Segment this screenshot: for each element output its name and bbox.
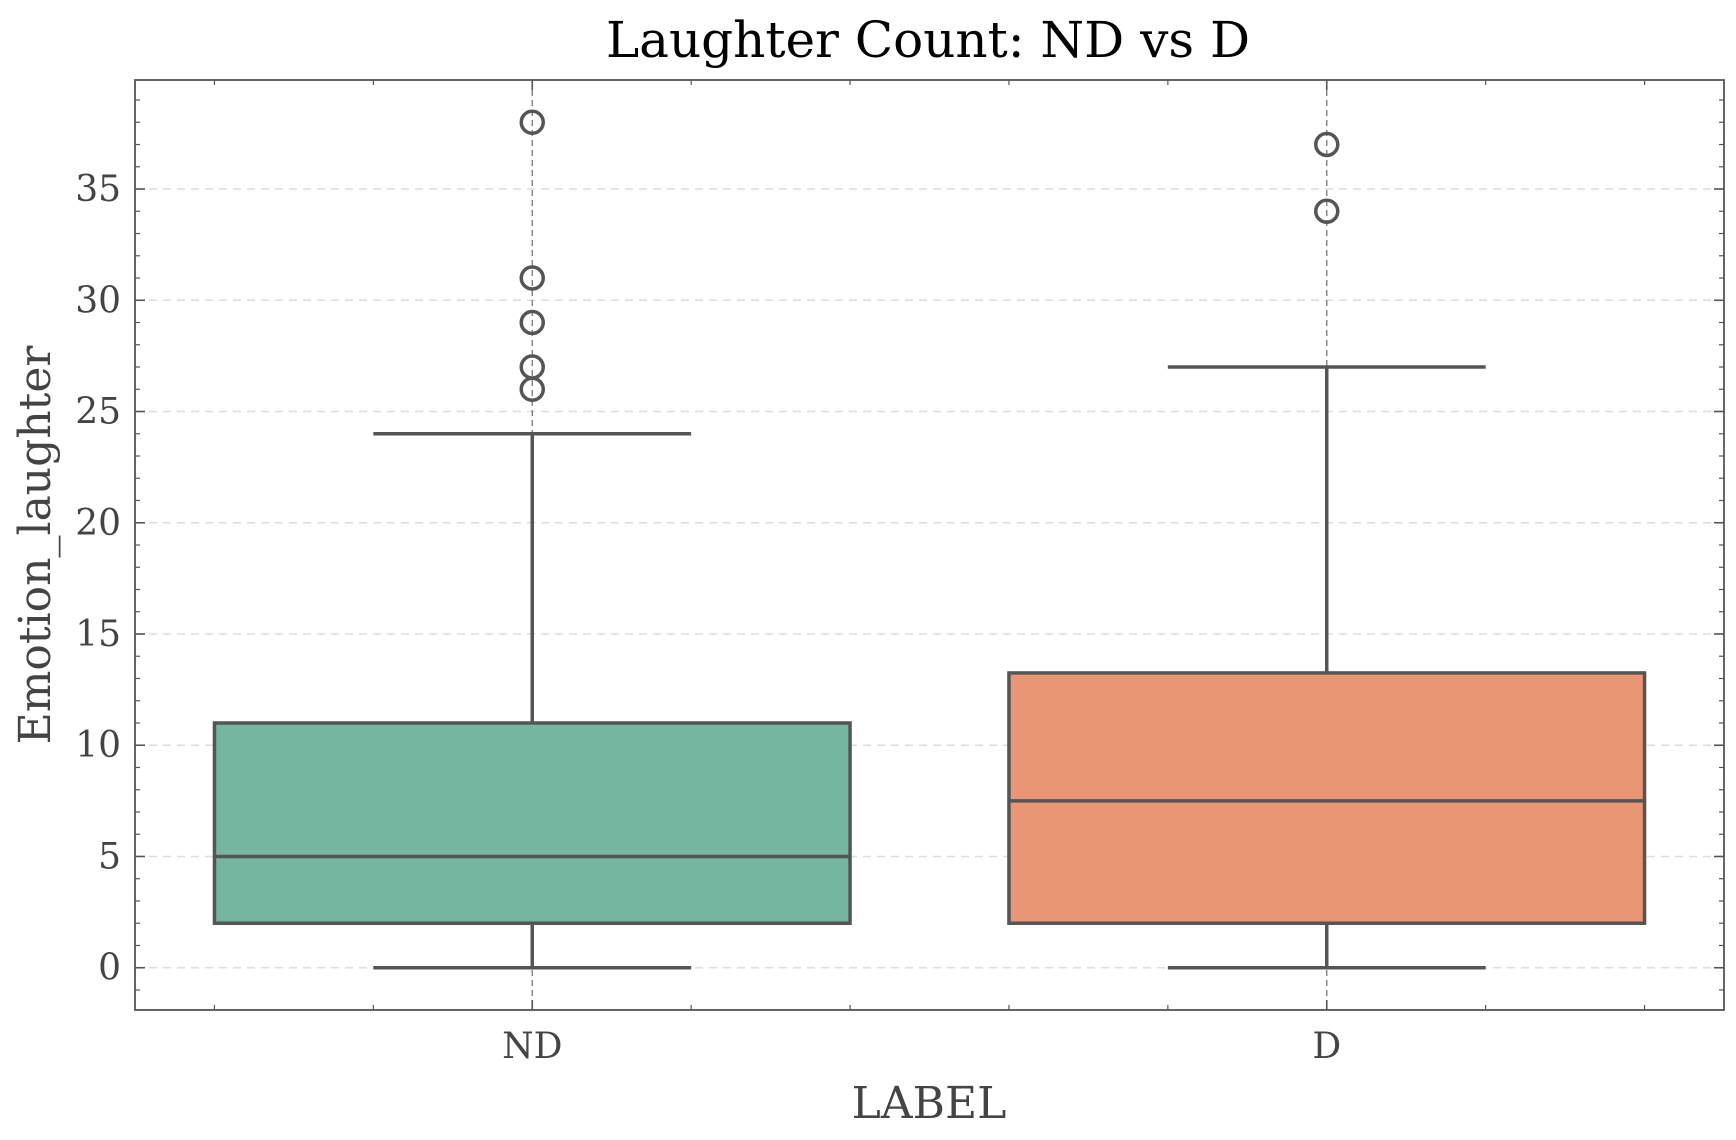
- box-layer: [212, 109, 1647, 970]
- outlier-point: [519, 109, 545, 136]
- plot-frame: [134, 79, 1725, 1011]
- x-axis-label: LABEL: [852, 1078, 1007, 1129]
- y-tick-label: 35: [75, 169, 121, 210]
- x-axis-ticks: ND D: [502, 80, 1341, 1067]
- iqr-box: [1007, 671, 1647, 925]
- box-d: [1007, 131, 1647, 970]
- iqr-box: [212, 721, 852, 925]
- x-tick-label-d: D: [1312, 1026, 1341, 1067]
- outlier-point: [519, 309, 545, 336]
- y-tick-label: 15: [75, 614, 121, 655]
- y-tick-label: 0: [98, 948, 121, 989]
- outlier-point: [1314, 198, 1340, 225]
- y-tick-label: 10: [75, 725, 121, 766]
- y-tick-label: 25: [75, 392, 121, 433]
- y-tick-label: 5: [98, 836, 121, 877]
- y-axis-label: Emotion_laughter: [10, 345, 61, 745]
- outlier-point: [519, 265, 545, 291]
- box-nd: [212, 109, 852, 970]
- x-tick-label-nd: ND: [502, 1026, 562, 1067]
- chart-title: Laughter Count: ND vs D: [606, 11, 1250, 69]
- y-tick-label: 20: [75, 503, 121, 544]
- outlier-point: [1314, 131, 1340, 158]
- y-axis-ticks: 0 5 10 15 20 25 30 35: [75, 169, 1724, 989]
- y-tick-label: 30: [75, 280, 121, 321]
- outlier-point: [519, 354, 545, 380]
